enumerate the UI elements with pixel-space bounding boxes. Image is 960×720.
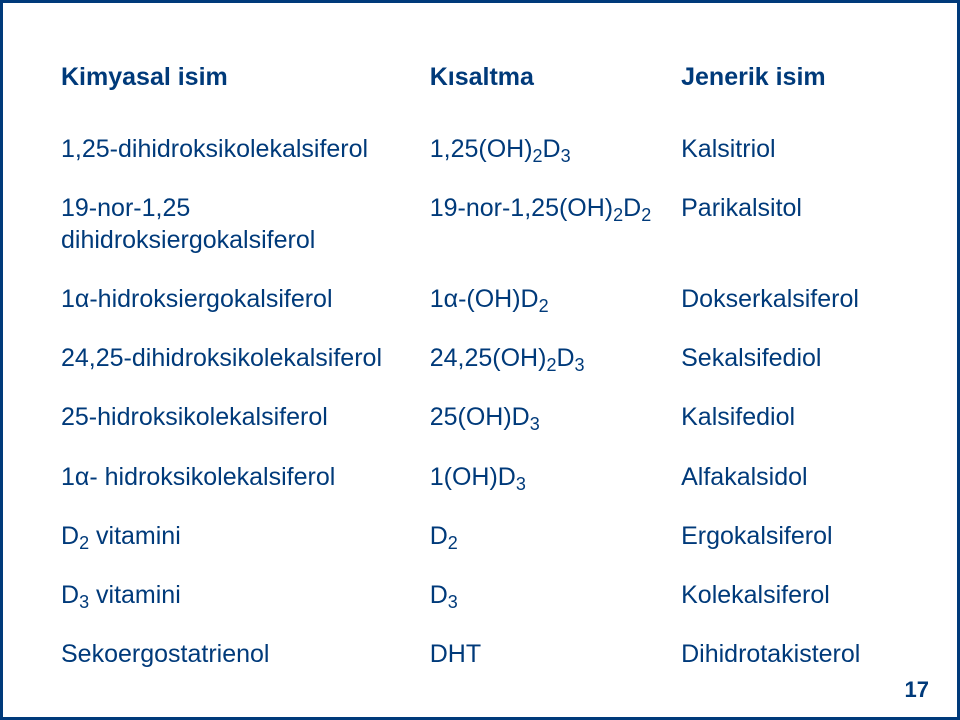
cell-abbrev: 1(OH)D3 <box>430 448 681 507</box>
cell-chemical: 1α- hidroksikolekalsiferol <box>61 448 430 507</box>
slide-frame: Kimyasal isim Kısaltma Jenerik isim 1,25… <box>0 0 960 720</box>
table-row: 19-nor-1,25 dihidroksiergokalsiferol 19-… <box>61 179 899 270</box>
cell-chemical: 1α-hidroksiergokalsiferol <box>61 270 430 329</box>
cell-chemical: 19-nor-1,25 dihidroksiergokalsiferol <box>61 179 430 270</box>
cell-generic: Parikalsitol <box>681 179 899 270</box>
header-abbreviation: Kısaltma <box>430 57 681 120</box>
table-row: D2 vitamini D2 Ergokalsiferol <box>61 507 899 566</box>
cell-chemical: 1,25-dihidroksikolekalsiferol <box>61 120 430 179</box>
cell-abbrev: 1,25(OH)2D3 <box>430 120 681 179</box>
cell-chemical: Sekoergostatrienol <box>61 625 430 684</box>
cell-chemical: 25-hidroksikolekalsiferol <box>61 388 430 447</box>
cell-generic: Kolekalsiferol <box>681 566 899 625</box>
cell-abbrev: D3 <box>430 566 681 625</box>
cell-abbrev: 1α-(OH)D2 <box>430 270 681 329</box>
cell-generic: Kalsitriol <box>681 120 899 179</box>
cell-generic: Ergokalsiferol <box>681 507 899 566</box>
cell-generic: Sekalsifediol <box>681 329 899 388</box>
compound-table: Kimyasal isim Kısaltma Jenerik isim 1,25… <box>61 57 899 685</box>
header-chemical-name: Kimyasal isim <box>61 57 430 120</box>
cell-generic: Kalsifediol <box>681 388 899 447</box>
cell-abbrev: D2 <box>430 507 681 566</box>
cell-generic: Dihidrotakisterol <box>681 625 899 684</box>
table-row: 1α-hidroksiergokalsiferol 1α-(OH)D2 Doks… <box>61 270 899 329</box>
cell-abbrev: 19-nor-1,25(OH)2D2 <box>430 179 681 270</box>
cell-abbrev: 25(OH)D3 <box>430 388 681 447</box>
cell-chemical: D3 vitamini <box>61 566 430 625</box>
table-row: 24,25-dihidroksikolekalsiferol 24,25(OH)… <box>61 329 899 388</box>
table-row: 1,25-dihidroksikolekalsiferol 1,25(OH)2D… <box>61 120 899 179</box>
cell-generic: Dokserkalsiferol <box>681 270 899 329</box>
table-row: 1α- hidroksikolekalsiferol 1(OH)D3 Alfak… <box>61 448 899 507</box>
table-row: D3 vitamini D3 Kolekalsiferol <box>61 566 899 625</box>
table-body: 1,25-dihidroksikolekalsiferol 1,25(OH)2D… <box>61 120 899 685</box>
header-generic-name: Jenerik isim <box>681 57 899 120</box>
cell-chemical: 24,25-dihidroksikolekalsiferol <box>61 329 430 388</box>
cell-abbrev: 24,25(OH)2D3 <box>430 329 681 388</box>
table-row: Sekoergostatrienol DHT Dihidrotakisterol <box>61 625 899 684</box>
table-row: 25-hidroksikolekalsiferol 25(OH)D3 Kalsi… <box>61 388 899 447</box>
page-number: 17 <box>905 677 929 703</box>
cell-chemical: D2 vitamini <box>61 507 430 566</box>
cell-abbrev: DHT <box>430 625 681 684</box>
cell-generic: Alfakalsidol <box>681 448 899 507</box>
table-header-row: Kimyasal isim Kısaltma Jenerik isim <box>61 57 899 120</box>
